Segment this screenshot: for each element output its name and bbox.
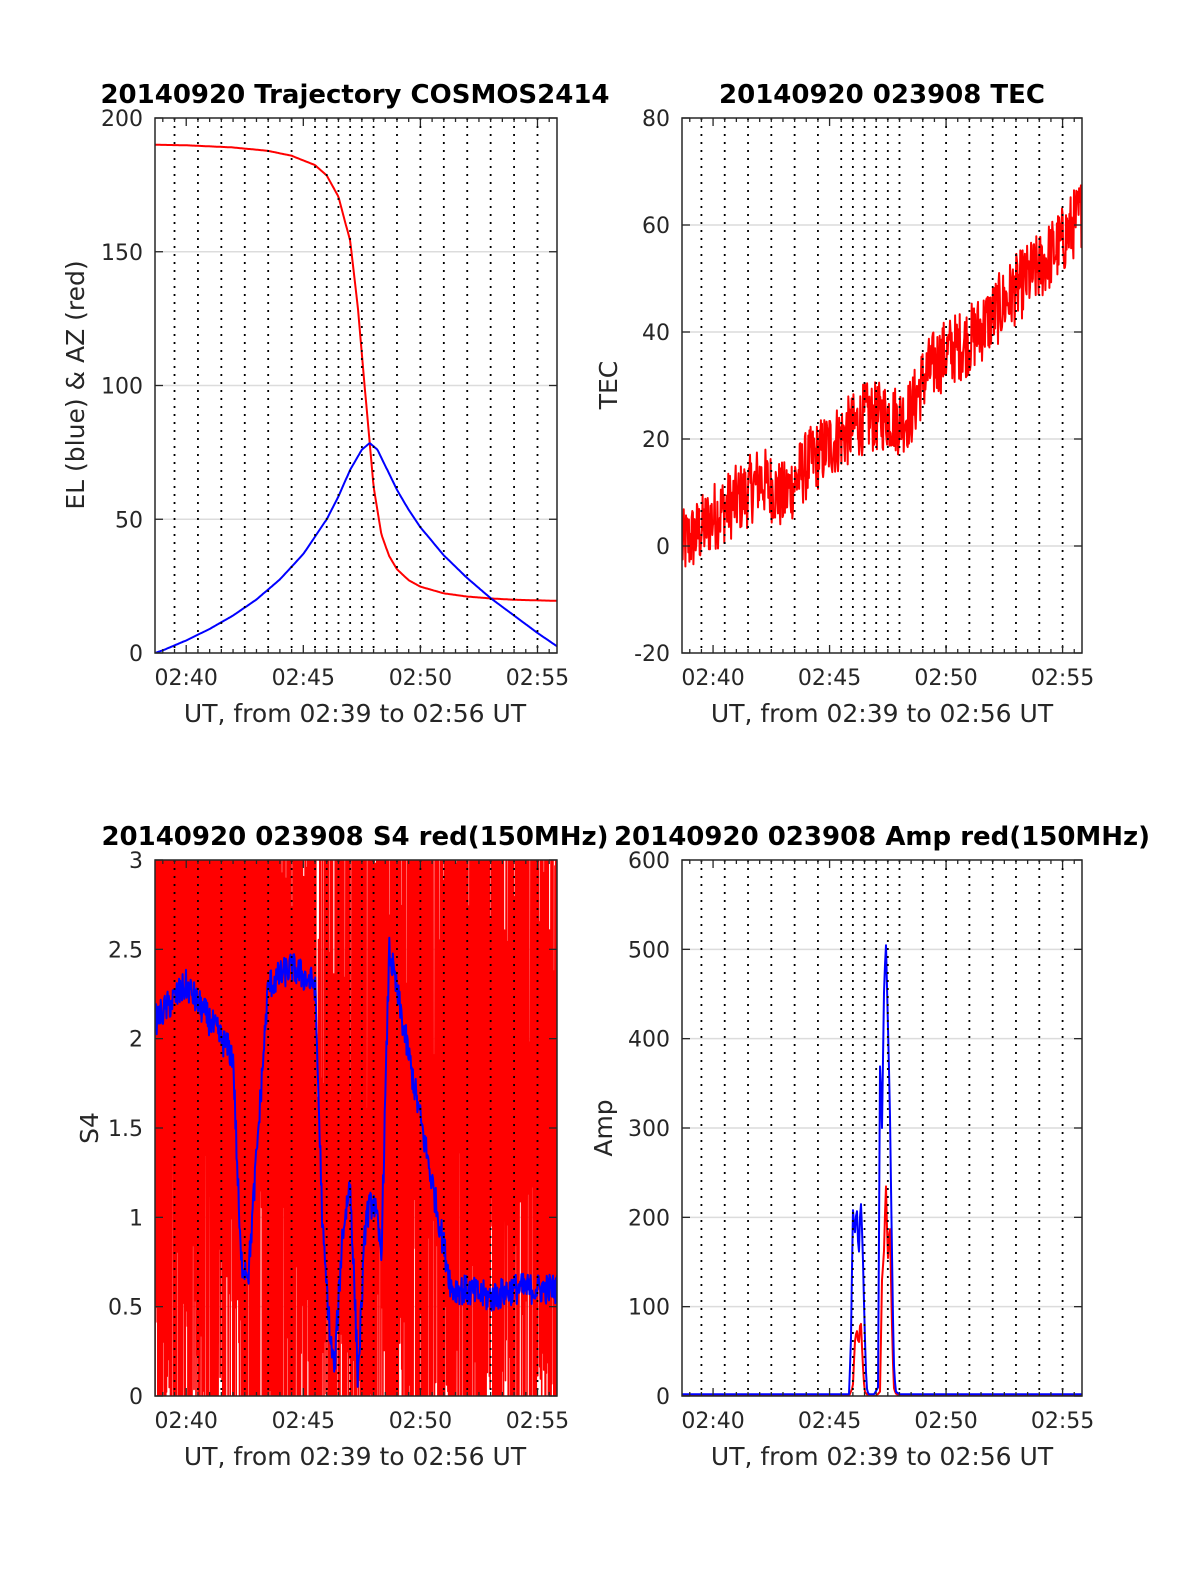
plot-area: 02:40 02:45 02:50 02:55 0 50 100 150 200: [101, 107, 569, 691]
x-tick-label: 02:45: [798, 1409, 861, 1434]
y-tick-label: 0: [656, 535, 670, 560]
chart-amp: 20140920 023908 Amp red(150MHz) UT, from…: [589, 822, 1150, 1471]
x-tick-label: 02:50: [914, 1409, 977, 1434]
plot-area: 02:40 02:45 02:50 02:55 0 0.5 1 1.5 2 2.5 3: [108, 849, 569, 1434]
y-tick-label: 200: [628, 1206, 670, 1231]
x-axis-label: UT, from 02:39 to 02:56 UT: [711, 699, 1054, 728]
y-tick-label: -20: [634, 642, 670, 667]
x-tick-label: 02:50: [389, 1409, 452, 1434]
y-axis-label: EL (blue) & AZ (red): [61, 260, 90, 509]
x-tick-label: 02:50: [914, 666, 977, 691]
x-axis-label: UT, from 02:39 to 02:56 UT: [184, 1442, 527, 1471]
series-line-blue: [155, 442, 557, 653]
y-tick-label: 60: [642, 214, 670, 239]
y-tick-label: 20: [642, 428, 670, 453]
y-tick-label: 1: [129, 1206, 143, 1231]
axes-frame: [681, 117, 1083, 654]
y-tick-label: 100: [628, 1296, 670, 1321]
plot-area: 02:40 02:45 02:50 02:55 -20 0 20 40 60 80: [634, 107, 1094, 691]
y-tick-label: 0: [656, 1385, 670, 1410]
y-tick-label: 150: [101, 241, 143, 266]
chart-title: 20140920 023908 TEC: [719, 80, 1045, 110]
x-axis-label: UT, from 02:39 to 02:56 UT: [184, 699, 527, 728]
x-tick-label: 02:40: [681, 666, 744, 691]
x-tick-label: 02:45: [272, 1409, 335, 1434]
y-axis-label: Amp: [589, 1099, 618, 1156]
y-tick-label: 50: [115, 508, 143, 533]
x-tick-label: 02:45: [798, 666, 861, 691]
y-tick-label: 300: [628, 1117, 670, 1142]
chart-s4: 20140920 023908 S4 red(150MHz) UT, from …: [75, 822, 609, 1471]
y-tick-label: 2: [129, 1028, 143, 1053]
x-tick-label: 02:40: [155, 666, 218, 691]
y-tick-label: 200: [101, 107, 143, 132]
x-tick-label: 02:45: [272, 666, 335, 691]
chart-tec: 20140920 023908 TEC UT, from 02:39 to 02…: [594, 80, 1094, 728]
chart-trajectory: 20140920 Trajectory COSMOS2414 UT, from …: [61, 80, 610, 728]
chart-title: 20140920 023908 S4 red(150MHz): [101, 822, 608, 852]
series-line-blue: [155, 936, 557, 1388]
y-tick-label: 600: [628, 849, 670, 874]
plot-area: 02:40 02:45 02:50 02:55 0 100 200 300 400 500 600: [628, 849, 1094, 1434]
y-tick-label: 0: [129, 642, 143, 667]
y-axis-label: TEC: [594, 361, 623, 411]
series-line-red: [682, 1185, 1082, 1396]
y-tick-label: 80: [642, 107, 670, 132]
x-tick-label: 02:55: [1031, 666, 1094, 691]
x-tick-label: 02:55: [506, 666, 569, 691]
x-tick-label: 02:40: [681, 1409, 744, 1434]
x-tick-label: 02:55: [1031, 1409, 1094, 1434]
y-tick-label: 40: [642, 321, 670, 346]
y-tick-label: 0: [129, 1385, 143, 1410]
chart-title: 20140920 Trajectory COSMOS2414: [100, 80, 609, 110]
x-tick-label: 02:40: [155, 1409, 218, 1434]
y-tick-label: 500: [628, 938, 670, 963]
x-tick-label: 02:50: [389, 666, 452, 691]
chart-title: 20140920 023908 Amp red(150MHz): [614, 822, 1150, 852]
x-axis-label: UT, from 02:39 to 02:56 UT: [711, 1442, 1054, 1471]
series-line-red: [155, 860, 557, 1396]
y-tick-label: 2.5: [108, 938, 143, 963]
y-tick-label: 100: [101, 375, 143, 400]
y-tick-label: 3: [129, 849, 143, 874]
x-tick-label: 02:55: [506, 1409, 569, 1434]
y-tick-label: 0.5: [108, 1296, 143, 1321]
y-tick-label: 1.5: [108, 1117, 143, 1142]
y-axis-label: S4: [75, 1112, 104, 1144]
y-tick-label: 400: [628, 1028, 670, 1053]
